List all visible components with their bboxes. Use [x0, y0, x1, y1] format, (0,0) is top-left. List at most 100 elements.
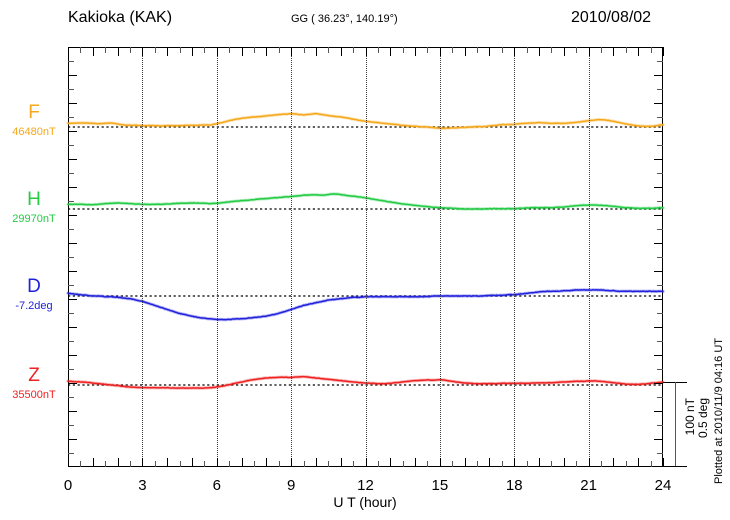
y-tick-left: [68, 271, 77, 272]
y-tick-left: [68, 299, 77, 300]
scale-bar-bottom-cap: [663, 466, 687, 467]
x-tick-top: [92, 47, 94, 56]
plot-area: [66, 47, 665, 467]
y-tick-left: [68, 201, 74, 202]
x-tick-top: [216, 47, 218, 56]
x-tick-top: [439, 47, 441, 56]
x-tick-top: [390, 47, 392, 56]
x-tick-top: [278, 47, 280, 53]
x-tick-label: 6: [212, 477, 221, 494]
x-tick-bottom: [303, 461, 305, 467]
y-tick-right: [654, 271, 663, 272]
y-tick-left: [68, 159, 77, 160]
y-tick-left: [68, 131, 77, 132]
x-tick-top: [526, 47, 528, 53]
x-tick-bottom: [191, 458, 193, 467]
scale-bar-label-nt: 100 nT: [683, 398, 697, 436]
y-tick-right: [654, 355, 663, 356]
x-tick-top: [179, 47, 181, 53]
y-tick-left: [68, 369, 74, 370]
y-tick-right: [657, 453, 663, 454]
x-tick-bottom: [427, 461, 429, 467]
x-tick-top: [415, 47, 417, 56]
x-tick-top: [291, 47, 293, 56]
y-tick-left: [68, 341, 74, 342]
x-tick-top: [154, 47, 156, 53]
x-tick-top: [117, 47, 119, 56]
y-tick-right: [654, 327, 663, 328]
y-tick-right: [654, 75, 663, 76]
y-tick-left: [68, 313, 74, 314]
x-tick-bottom: [92, 458, 94, 467]
y-tick-left: [68, 411, 77, 412]
y-tick-left: [68, 327, 77, 328]
x-tick-top: [551, 47, 553, 53]
scale-bar-stem: [675, 382, 676, 466]
x-tick-bottom: [340, 458, 342, 467]
x-tick-bottom: [601, 461, 603, 467]
x-tick-top: [427, 47, 429, 53]
x-tick-top: [650, 47, 652, 53]
x-tick-top: [563, 47, 565, 56]
component-label-h: H 29970nT: [0, 190, 68, 226]
x-axis-title: U T (hour): [333, 494, 397, 510]
x-tick-top: [191, 47, 193, 56]
x-tick-top: [377, 47, 379, 53]
x-tick-top: [663, 47, 664, 56]
x-tick-top: [266, 47, 268, 56]
gridline-vertical: [291, 47, 293, 467]
x-tick-bottom: [80, 461, 82, 467]
x-tick-bottom: [501, 461, 503, 467]
component-baseline-value: 46480nT: [12, 126, 56, 138]
y-tick-right: [657, 369, 663, 370]
x-tick-bottom: [129, 461, 131, 467]
y-tick-left: [68, 187, 77, 188]
x-tick-top: [452, 47, 454, 53]
x-tick-bottom: [576, 461, 578, 467]
x-tick-top: [625, 47, 627, 53]
x-tick-bottom: [390, 458, 392, 467]
component-baseline-value: 29970nT: [12, 213, 56, 225]
y-tick-left: [68, 439, 77, 440]
x-tick-top: [315, 47, 317, 56]
x-tick-bottom: [638, 458, 640, 467]
x-tick-top: [501, 47, 503, 53]
x-tick-top: [489, 47, 491, 56]
x-tick-bottom: [266, 458, 268, 467]
x-tick-top: [477, 47, 479, 53]
x-tick-top: [167, 47, 169, 56]
x-tick-bottom: [365, 458, 367, 467]
y-tick-left: [68, 173, 74, 174]
gridline-vertical: [588, 47, 590, 467]
component-baseline-value: 35500nT: [12, 389, 56, 401]
x-tick-top: [464, 47, 466, 56]
x-tick-label: 9: [286, 477, 296, 494]
x-tick-top: [539, 47, 541, 56]
x-tick-label: 21: [580, 477, 597, 494]
y-tick-right: [657, 397, 663, 398]
x-tick-bottom: [439, 458, 441, 467]
x-tick-bottom: [452, 461, 454, 467]
x-tick-bottom: [167, 458, 169, 467]
y-tick-right: [654, 243, 663, 244]
x-tick-top: [204, 47, 206, 53]
y-tick-left: [68, 285, 74, 286]
y-tick-right: [657, 229, 663, 230]
component-symbol: Z: [28, 365, 40, 386]
x-tick-bottom: [415, 458, 417, 467]
y-tick-left: [68, 229, 74, 230]
y-tick-left: [68, 215, 77, 216]
x-tick-bottom: [377, 461, 379, 467]
x-tick-bottom: [154, 461, 156, 467]
y-tick-right: [654, 299, 663, 300]
x-tick-top: [229, 47, 231, 53]
y-tick-left: [68, 257, 74, 258]
x-tick-bottom: [353, 461, 355, 467]
y-tick-right: [654, 131, 663, 132]
x-tick-top: [638, 47, 640, 56]
y-tick-right: [657, 145, 663, 146]
x-tick-bottom: [563, 458, 565, 467]
x-tick-bottom: [229, 461, 231, 467]
x-tick-top: [68, 47, 69, 56]
y-tick-right: [654, 159, 663, 160]
